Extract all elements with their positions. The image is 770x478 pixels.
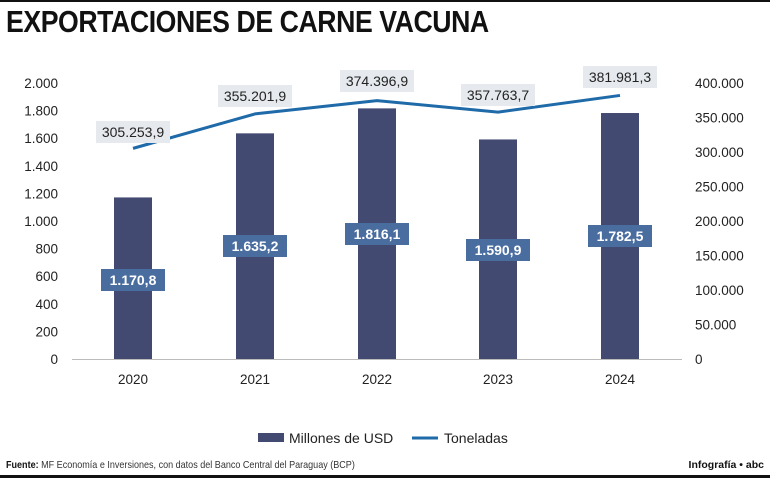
legend-label-bars: Millones de USD [289, 430, 393, 446]
right-axis-tick: 150.000 [695, 249, 744, 264]
bar-label-bg [101, 269, 165, 291]
left-axis-tick: 800 [35, 242, 58, 257]
bar-data-label: 1.816,1 [354, 226, 401, 242]
credit: Infografía • abc [688, 459, 764, 471]
right-axis-tick: 250.000 [695, 180, 744, 195]
left-axis-tick: 600 [35, 269, 58, 284]
x-axis-tick: 2021 [240, 372, 270, 387]
left-axis-tick: 1.600 [24, 131, 58, 146]
source-label: Fuente: [6, 459, 39, 471]
line-toneladas [132, 93, 621, 150]
chart-title: EXPORTACIONES DE CARNE VACUNA [6, 4, 489, 39]
right-axis-tick: 100.000 [695, 283, 744, 298]
left-axis-tick: 1.400 [24, 159, 58, 174]
legend-label-line: Toneladas [444, 430, 508, 446]
line-label-bg [461, 84, 535, 106]
line-label-bg [583, 66, 657, 88]
legend-swatch-bars [258, 433, 284, 442]
right-axis-tick: 350.000 [695, 111, 744, 126]
line-data-label: 305.253,9 [102, 124, 164, 140]
right-axis-tick: 0 [695, 352, 703, 367]
right-axis-tick: 300.000 [695, 145, 744, 160]
left-axis-tick: 1.200 [24, 186, 58, 201]
left-axis-tick: 0 [50, 352, 58, 367]
bar-label-bg [345, 223, 409, 245]
bar-label-bg [223, 235, 287, 257]
bar-label-bg [466, 239, 530, 261]
right-axis-tick: 50.000 [695, 318, 736, 333]
bar-data-label: 1.170,8 [110, 272, 157, 288]
x-axis-tick: 2023 [483, 372, 513, 387]
right-axis-tick: 200.000 [695, 214, 744, 229]
line-label-bg [218, 85, 292, 107]
bar-data-label: 1.782,5 [597, 228, 644, 244]
bar-label-bg [588, 225, 652, 247]
top-rule [0, 0, 770, 2]
source-text: MF Economía e Inversiones, con datos del… [41, 459, 355, 471]
line-data-label: 381.981,3 [589, 69, 651, 85]
line-data-label: 355.201,9 [224, 88, 286, 104]
left-axis-tick: 400 [35, 297, 58, 312]
bottom-rule [0, 475, 770, 478]
right-axis-tick: 400.000 [695, 76, 744, 91]
x-axis-tick: 2022 [362, 372, 392, 387]
source-note: Fuente: MF Economía e Inversiones, con d… [6, 459, 355, 471]
x-axis-tick: 2024 [605, 372, 636, 387]
left-axis-tick: 200 [35, 324, 58, 339]
left-axis-tick: 1.000 [24, 214, 58, 229]
left-axis-tick: 2.000 [24, 76, 58, 91]
line-data-label: 357.763,7 [467, 87, 529, 103]
bar-data-label: 1.635,2 [232, 238, 279, 254]
line-data-label: 374.396,9 [346, 73, 408, 89]
line-label-bg [340, 70, 414, 92]
left-axis-tick: 1.800 [24, 104, 58, 119]
bar-data-label: 1.590,9 [475, 242, 522, 258]
x-axis-tick: 2020 [118, 372, 148, 387]
line-label-bg [96, 121, 170, 143]
